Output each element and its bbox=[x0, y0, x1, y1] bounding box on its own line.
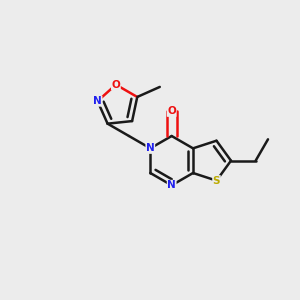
Text: S: S bbox=[213, 176, 220, 186]
Text: O: O bbox=[167, 106, 176, 116]
Text: O: O bbox=[112, 80, 120, 90]
Text: N: N bbox=[167, 180, 176, 190]
Text: N: N bbox=[146, 143, 155, 153]
Text: N: N bbox=[93, 96, 102, 106]
